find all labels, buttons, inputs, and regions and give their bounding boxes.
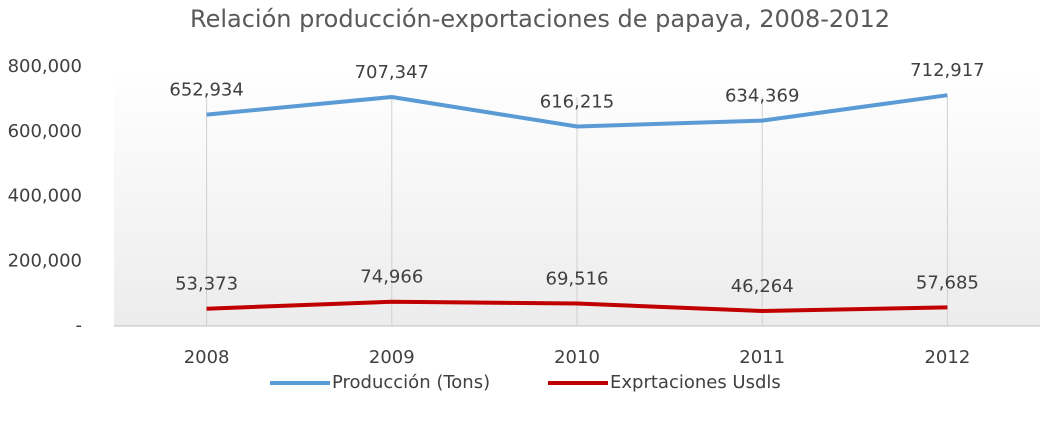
data-label: 707,347: [355, 62, 429, 83]
x-tick-label: 2012: [924, 347, 970, 368]
data-label: 652,934: [169, 80, 243, 101]
chart-title: Relación producción-exportaciones de pap…: [190, 5, 890, 33]
data-label: 616,215: [540, 92, 614, 113]
y-tick-label: 200,000: [8, 250, 82, 271]
data-label: 634,369: [725, 86, 799, 107]
x-tick-label: 2011: [739, 347, 785, 368]
legend-label: Producción (Tons): [332, 372, 490, 393]
y-tick-label: 800,000: [8, 56, 82, 77]
x-tick-label: 2010: [554, 347, 600, 368]
x-tick-label: 2009: [369, 347, 415, 368]
data-label: 69,516: [546, 268, 609, 289]
y-tick-label: -: [76, 315, 83, 336]
data-label: 712,917: [910, 60, 984, 81]
y-tick-label: 400,000: [8, 186, 82, 207]
line-series: [206, 93, 948, 129]
data-label: 53,373: [175, 274, 238, 295]
legend-label: Exprtaciones Usdls: [610, 372, 781, 393]
line-series: [206, 299, 948, 314]
data-label: 74,966: [360, 267, 423, 288]
data-label: 57,685: [916, 272, 979, 293]
data-label: 46,264: [731, 276, 794, 297]
y-tick-label: 600,000: [8, 121, 82, 142]
x-tick-label: 2008: [184, 347, 230, 368]
